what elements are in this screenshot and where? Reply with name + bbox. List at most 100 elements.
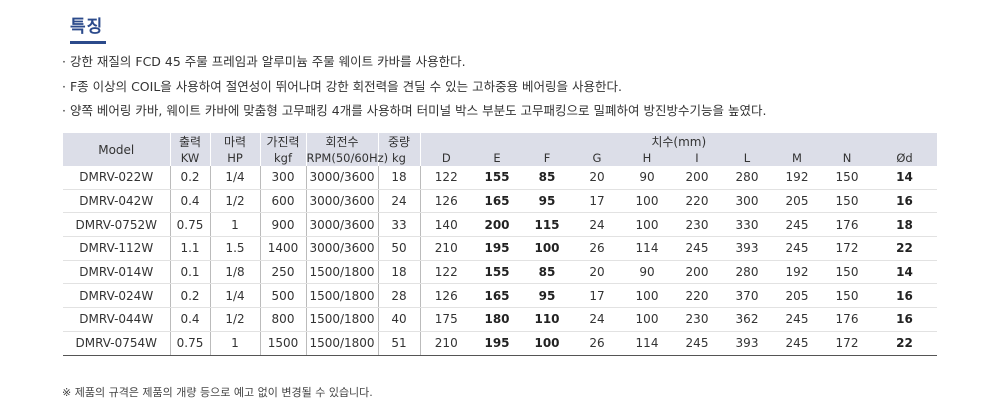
table-cell: 122 [420,260,472,285]
table-cell: 90 [622,260,672,285]
table-cell: 150 [822,283,872,309]
column-header: 마력 [210,133,261,150]
table-cell: 1 [210,331,261,356]
table-cell: 362 [722,307,772,332]
table-cell: 1500/1800 [306,307,379,332]
table-cell: 210 [420,331,472,356]
table-cell: 1500/1800 [306,283,379,309]
table-cell: 3000/3600 [306,189,379,214]
table-cell: 100 [522,331,572,356]
table-cell: 85 [522,166,572,190]
table-cell: 1/8 [210,260,261,285]
table-cell: 220 [672,283,722,309]
model-cell: DMRV-112W [63,236,171,261]
table-cell: 0.1 [170,260,211,285]
table-row: DMRV-022W 0.2 1/4 300 3000/3600 18 122 155 85 20 9… [63,166,938,190]
table-cell: 0.75 [170,212,211,238]
table-cell: 1.1 [170,236,211,261]
table-cell: 0.4 [170,189,211,214]
feature-item: · F종 이상의 COIL을 사용하여 절연성이 뛰어나며 강한 회전력을 견딜… [62,78,622,94]
table-cell: 100 [622,189,672,214]
table-cell: 1400 [260,236,307,261]
model-header: Model [63,133,171,166]
table-cell: 393 [722,236,772,261]
model-cell: DMRV-0752W [63,212,171,238]
table-cell: 24 [572,212,622,238]
heading-title: 특징 [70,17,104,37]
table-cell: 176 [822,212,872,238]
column-header: 출력 [170,133,211,150]
footnote: ※ 제품의 규격은 제품의 개량 등으로 예고 없이 변경될 수 있습니다. [62,386,373,399]
table-cell: 245 [772,331,822,356]
table-row: DMRV-024W 0.2 1/4 500 1500/1800 28 126 165 95 17 1… [63,283,938,309]
table-cell: 155 [472,260,522,285]
table-cell: 100 [622,212,672,238]
dimension-column-header: F [522,150,572,166]
model-cell: DMRV-014W [63,260,171,285]
table-cell: 100 [622,283,672,309]
table-row: DMRV-0752W 0.75 1 900 3000/3600 33 140 200 115 24… [63,212,938,238]
table-cell: 176 [822,307,872,332]
table-cell: 16 [872,283,938,309]
table-cell: 14 [872,166,938,190]
dimension-column-header: H [622,150,672,166]
table-cell: 245 [672,236,722,261]
table-cell: 0.4 [170,307,211,332]
table-cell: 33 [378,212,421,238]
table-cell: 51 [378,331,421,356]
table-cell: 1/4 [210,166,261,190]
unit-header: KW [170,150,211,166]
table-cell: 250 [260,260,307,285]
table-cell: 1/2 [210,189,261,214]
table-cell: 24 [572,307,622,332]
table-cell: 192 [772,166,822,190]
table-cell: 245 [772,307,822,332]
table-cell: 195 [472,236,522,261]
table-cell: 85 [522,260,572,285]
table-cell: 17 [572,283,622,309]
table-cell: 26 [572,236,622,261]
table-cell: 800 [260,307,307,332]
table-cell: 330 [722,212,772,238]
table-cell: 393 [722,331,772,356]
dimension-column-header: L [722,150,772,166]
table-cell: 230 [672,212,722,238]
table-cell: 220 [672,189,722,214]
table-cell: 165 [472,189,522,214]
table-cell: 200 [672,260,722,285]
table-row: DMRV-112W 1.1 1.5 1400 3000/3600 50 210 195 100 2… [63,236,938,261]
table-cell: 0.2 [170,283,211,309]
dimension-column-header: E [472,150,522,166]
table-cell: 1/4 [210,283,261,309]
dimension-column-header: D [420,150,472,166]
table-cell: 192 [772,260,822,285]
table-row: DMRV-0754W 0.75 1 1500 1500/1800 51 210 195 100 2… [63,331,938,356]
table-cell: 200 [472,212,522,238]
table-cell: 1500/1800 [306,331,379,356]
table-cell: 205 [772,283,822,309]
table-cell: 245 [772,236,822,261]
column-header: 가진력 [260,133,307,150]
table-cell: 300 [260,166,307,190]
table-cell: 175 [420,307,472,332]
table-cell: 3000/3600 [306,236,379,261]
table-header-row: Model 출력 마력 가진력 회전수 중량 치수(mm) [63,133,938,166]
table-cell: 20 [572,260,622,285]
table-cell: 100 [622,307,672,332]
model-cell: DMRV-024W [63,283,171,309]
section-heading: 특징 [70,12,106,44]
table-cell: 100 [522,236,572,261]
unit-header: kgf [260,150,307,166]
table-cell: 1/2 [210,307,261,332]
model-cell: DMRV-022W [63,166,171,190]
table-cell: 140 [420,212,472,238]
table-cell: 1 [210,212,261,238]
table-cell: 95 [522,189,572,214]
table-cell: 40 [378,307,421,332]
table-cell: 245 [672,331,722,356]
table-cell: 126 [420,283,472,309]
table-cell: 172 [822,236,872,261]
table-cell: 280 [722,260,772,285]
table-cell: 195 [472,331,522,356]
dimension-column-header: M [772,150,822,166]
